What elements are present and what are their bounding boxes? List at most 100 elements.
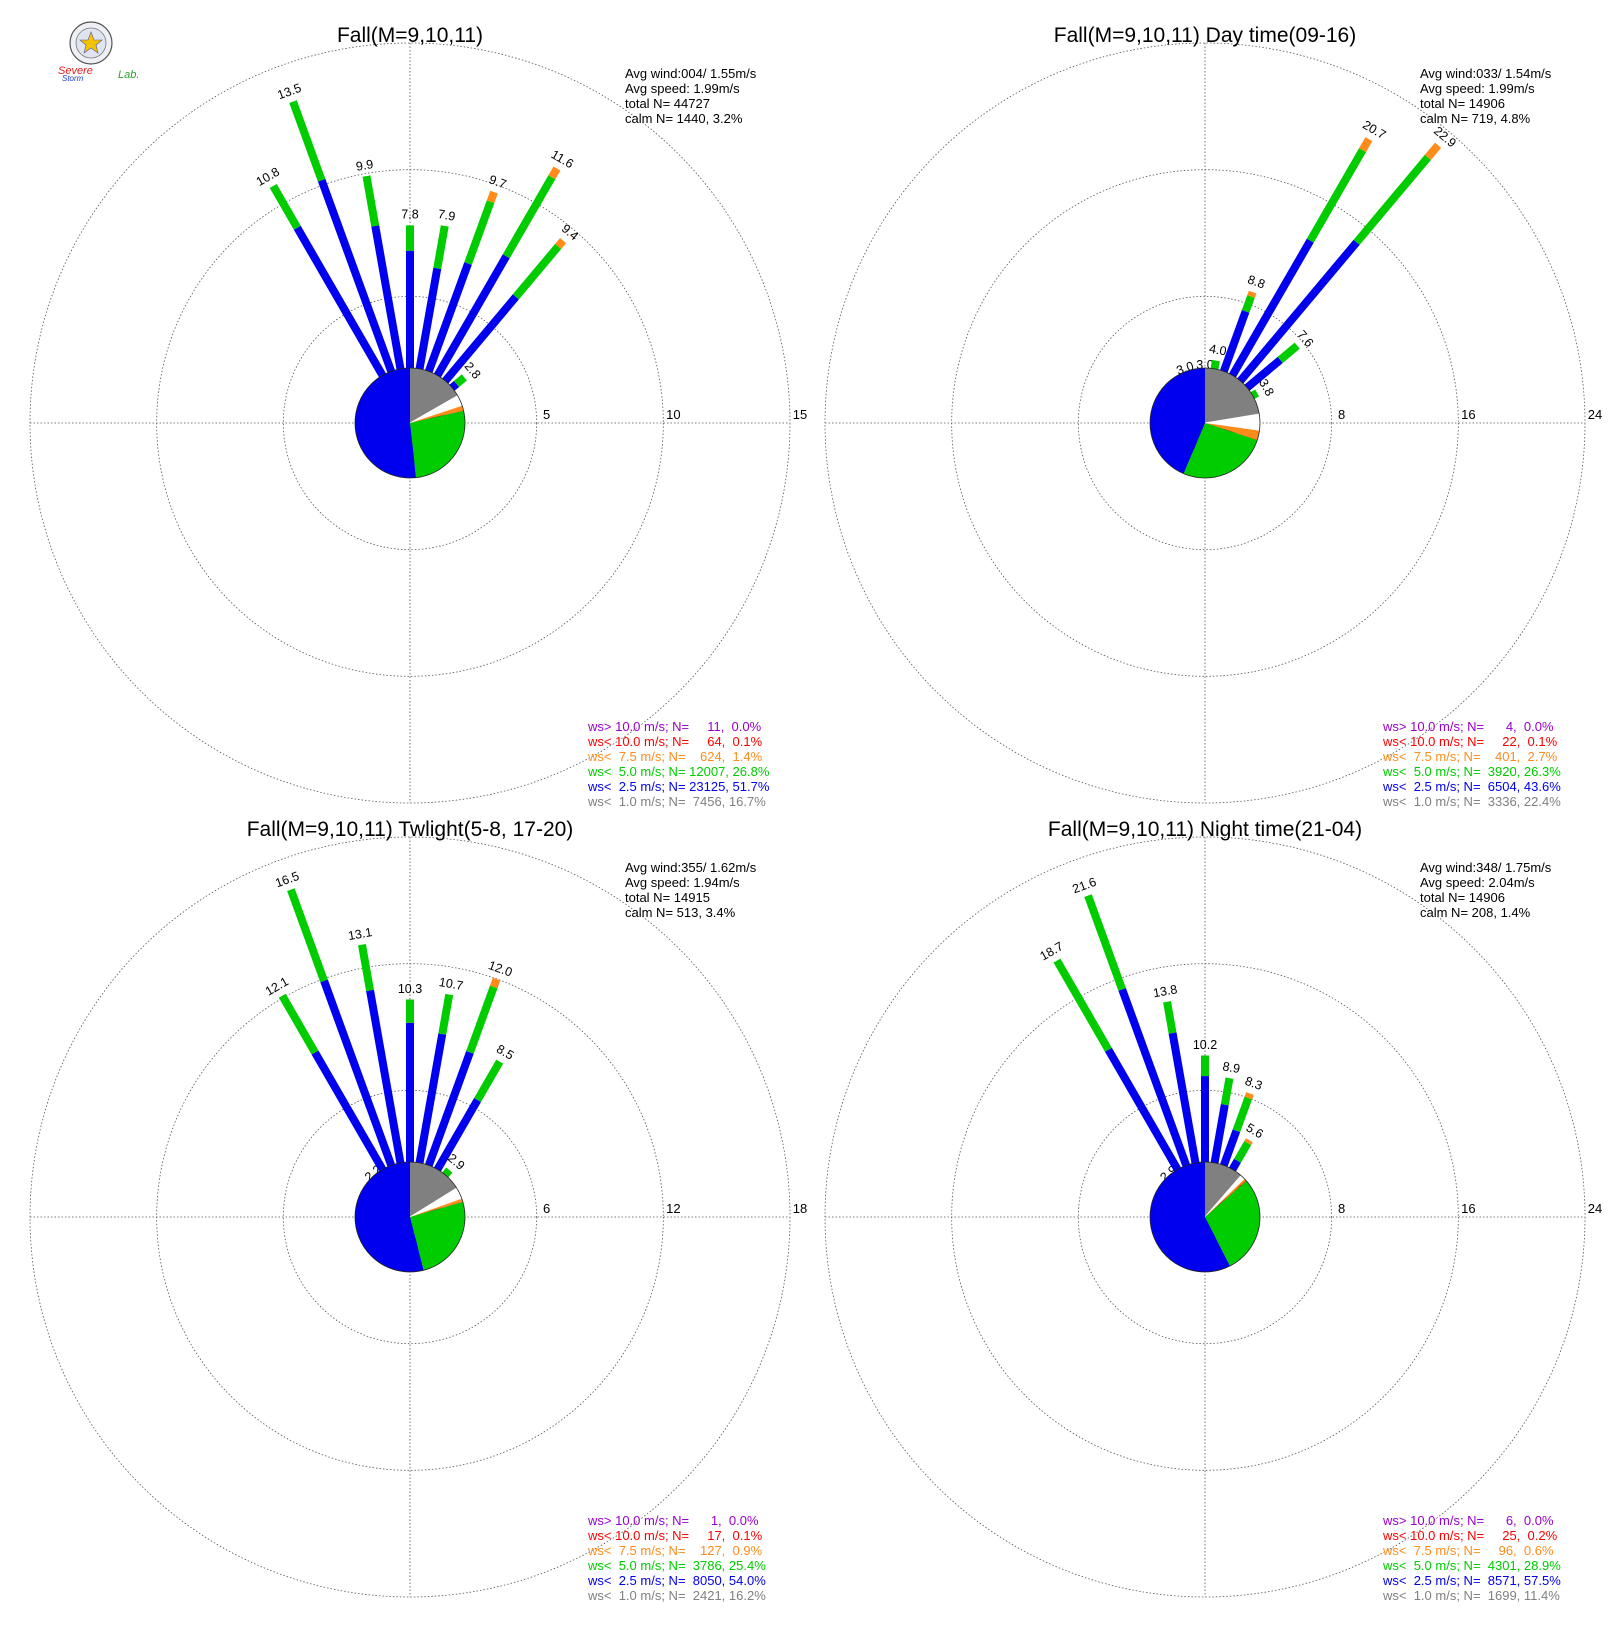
spoke-segment-lt5 (1084, 894, 1126, 991)
spoke-segment-lt5 (454, 374, 467, 387)
spoke-value-label: 4.0 (1208, 342, 1228, 359)
pie-slice-lt1 (410, 1162, 457, 1217)
pie-slice-lt1 (1205, 368, 1260, 423)
range-ring (282, 295, 538, 551)
spoke-segment-lt5 (1353, 154, 1431, 245)
pie-slice-lt7-5 (1205, 1178, 1247, 1217)
spoke-segment-lt7-5 (486, 190, 498, 203)
spoke-segment-lt5 (438, 993, 454, 1035)
speed-pie (354, 1161, 466, 1273)
spoke-segment-lt2-5 (409, 1033, 447, 1197)
stats-line: Avg wind:033/ 1.54m/s (1420, 66, 1552, 81)
spoke-value-label: 10.3 (398, 982, 422, 996)
speed-pie (1149, 367, 1261, 479)
ring-label: 16 (1461, 407, 1475, 422)
spoke-segment-lt2-5 (311, 1050, 403, 1201)
pie-slice-lt10 (1205, 1180, 1247, 1217)
spoke-segment-lt2-5 (417, 254, 510, 406)
ring-label: 16 (1461, 1201, 1475, 1216)
pie-slice-lt7-5 (1205, 423, 1260, 440)
legend-entry: ws< 10.0 m/s; N= 25, 0.2% (1382, 1528, 1558, 1543)
spoke-segment-lt5 (278, 993, 319, 1055)
spoke-segment-lt5 (358, 943, 374, 992)
spoke-value-label: 10.2 (1193, 1038, 1217, 1052)
panel-title: Fall(M=9,10,11) Night time(21-04) (1048, 818, 1362, 841)
spoke-value-label: 7.8 (401, 208, 418, 222)
severe-storm-lab-logo: Severe Storm Lab. (58, 21, 139, 83)
legend-entry: ws< 1.0 m/s; N= 1699, 11.4% (1382, 1588, 1560, 1603)
pie-slice-lt7-5 (410, 1198, 463, 1217)
legend-entry: ws> 10.0 m/s; N= 6, 0.0% (1382, 1513, 1554, 1528)
spoke-value-label: 18.7 (1038, 939, 1066, 963)
spoke-segment-lt2-5 (317, 178, 406, 403)
stats-line: total N= 44727 (625, 96, 710, 111)
ring-label: 8 (1338, 407, 1345, 422)
spoke-value-label: 12.1 (263, 974, 291, 998)
legend-entry: ws< 1.0 m/s; N= 7456, 16.7% (587, 794, 766, 809)
spoke-value-label: 10.8 (254, 165, 282, 189)
spoke-value-label: 13.1 (347, 925, 373, 943)
pie-slice-lt2-5 (1149, 368, 1205, 474)
legend-entry: ws< 7.5 m/s; N= 401, 2.7% (1382, 749, 1558, 764)
legend-entry: ws< 5.0 m/s; N= 4301, 28.9% (1382, 1558, 1561, 1573)
legend-entry: ws< 2.5 m/s; N= 23125, 51.7% (587, 779, 770, 794)
stats-line: Avg wind:004/ 1.55m/s (625, 66, 757, 81)
speed-pie (354, 367, 466, 479)
spoke-segment-lt2-5 (410, 267, 442, 402)
legend-entry: ws< 7.5 m/s; N= 127, 0.9% (587, 1543, 763, 1558)
spoke-segment-lt5 (1241, 295, 1255, 313)
legend-entry: ws< 7.5 m/s; N= 96, 0.6% (1382, 1543, 1554, 1558)
ring-label: 6 (543, 1201, 550, 1216)
stats-line: Avg speed: 1.99m/s (625, 81, 740, 96)
spoke-segment-lt2-5 (1168, 1032, 1206, 1199)
logo-text-severe: Severe (58, 65, 93, 77)
legend-entry: ws< 10.0 m/s; N= 17, 0.1% (587, 1528, 763, 1543)
stats-line: Avg wind:348/ 1.75m/s (1420, 860, 1552, 875)
stats-line: calm N= 513, 3.4% (625, 905, 736, 920)
legend-entry: ws< 7.5 m/s; N= 624, 1.4% (587, 749, 763, 764)
ring-label: 24 (1588, 1201, 1602, 1216)
spoke-segment-lt5 (1220, 1077, 1234, 1106)
spoke-segment-lt5 (1163, 1001, 1177, 1034)
spoke-segment-lt2-5 (421, 294, 519, 409)
stats-line: Avg speed: 2.04m/s (1420, 875, 1535, 890)
spoke-segment-lt2-5 (320, 979, 407, 1199)
legend-entry: ws< 1.0 m/s; N= 3336, 22.4% (1382, 794, 1561, 809)
spoke-segment-lt2-5 (406, 250, 414, 401)
stats-line: Avg speed: 1.94m/s (625, 875, 740, 890)
spoke-segment-lt2-5 (406, 1022, 414, 1196)
spoke-segment-lt2-5 (1211, 238, 1314, 408)
spoke-segment-lt5 (1277, 342, 1300, 363)
spoke-segment-lt7-5 (555, 238, 567, 249)
spoke-segment-lt2-5 (1215, 239, 1360, 410)
stats-line: Avg wind:355/ 1.62m/s (625, 860, 757, 875)
spoke-value-label: 9.9 (355, 157, 375, 174)
pie-slice-lt2-5 (354, 368, 417, 478)
spoke-value-label: 8.8 (1246, 272, 1267, 291)
panel-title: Fall(M=9,10,11) Day time(09-16) (1054, 24, 1356, 47)
range-ring (1077, 1089, 1333, 1345)
spoke-segment-lt5 (1053, 958, 1112, 1052)
spoke-segment-lt5 (269, 184, 301, 230)
range-ring (1077, 295, 1333, 551)
stats-line: total N= 14915 (625, 890, 710, 905)
pie-slice-lt2-5 (355, 1162, 424, 1273)
ring-label: 12 (666, 1201, 680, 1216)
wind-rose-panel: 816242.43.03.04.08.820.722.97.63.82.2Fal… (824, 24, 1602, 809)
legend-entry: ws< 2.5 m/s; N= 6504, 43.6% (1382, 779, 1561, 794)
pie-slice-lt5 (1183, 423, 1258, 479)
legend-entry: ws> 10.0 m/s; N= 1, 0.0% (587, 1513, 759, 1528)
stats-line: Avg speed: 1.99m/s (1420, 81, 1535, 96)
spoke-value-label: 10.7 (438, 975, 464, 993)
pie-slice-lt1 (1205, 1162, 1242, 1217)
ring-label: 5 (543, 407, 550, 422)
spoke-value-label: 7.9 (437, 207, 457, 224)
ring-label: 24 (1588, 407, 1602, 422)
logo-seal-star (79, 31, 103, 54)
spoke-value-label: 21.6 (1071, 875, 1099, 896)
spoke-segment-lt2-5 (1104, 1047, 1199, 1203)
spoke-value-label: 9.7 (487, 172, 508, 191)
spoke-segment-lt7-5 (1244, 1138, 1253, 1145)
spoke-value-label: 13.8 (1152, 982, 1178, 1000)
